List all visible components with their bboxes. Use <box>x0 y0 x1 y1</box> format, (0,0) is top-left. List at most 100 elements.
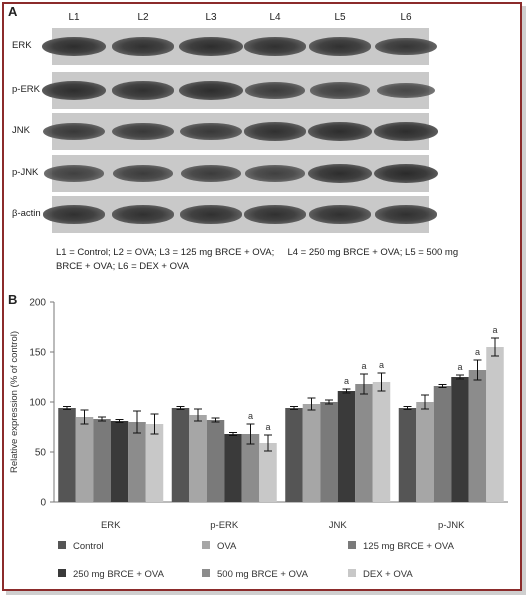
y-tick-label: 150 <box>29 348 46 359</box>
bar <box>451 377 469 502</box>
band <box>308 205 372 224</box>
category-label: ERK <box>101 520 121 531</box>
bar <box>372 382 391 502</box>
band <box>44 165 104 182</box>
bar <box>302 404 321 502</box>
category-label: p-ERK <box>210 520 239 531</box>
bar <box>58 408 76 502</box>
y-tick-label: 100 <box>29 398 46 409</box>
significance-label: a <box>248 411 253 421</box>
legend-label: OVA <box>217 541 237 552</box>
bar <box>206 420 225 502</box>
bar <box>171 408 190 502</box>
band <box>180 122 242 141</box>
bar <box>285 408 303 502</box>
significance-label: a <box>475 347 480 357</box>
significance-label: a <box>265 422 270 432</box>
bar <box>110 421 129 502</box>
significance-label: a <box>457 362 462 372</box>
frame-shadow-bottom <box>6 591 526 595</box>
lane-label-1: L1 <box>68 12 80 23</box>
category-label: p-JNK <box>438 520 465 531</box>
legend-swatch <box>202 541 210 549</box>
lane-label-6: L6 <box>400 12 412 23</box>
band <box>243 37 307 56</box>
band <box>244 82 306 99</box>
figure-frame <box>2 2 522 591</box>
significance-label: a <box>344 376 349 386</box>
band <box>243 122 307 141</box>
bar <box>433 386 452 502</box>
bar <box>355 384 373 502</box>
bar <box>145 424 164 502</box>
legend-label: 500 mg BRCE + OVA <box>217 569 309 580</box>
y-tick-label: 200 <box>29 298 46 309</box>
legend-label: 250 mg BRCE + OVA <box>73 569 165 580</box>
legend-swatch <box>58 569 66 577</box>
legend-label: DEX + OVA <box>363 569 413 580</box>
band <box>245 165 305 182</box>
significance-label: a <box>379 360 384 370</box>
band <box>243 205 307 224</box>
band <box>375 37 437 56</box>
legend-swatch <box>348 569 356 577</box>
band <box>42 81 106 100</box>
bar <box>241 434 260 502</box>
bar <box>93 419 111 502</box>
legend-label: Control <box>73 541 104 552</box>
panel-a-label: A <box>8 4 18 19</box>
band <box>43 122 105 141</box>
legend-swatch <box>58 541 66 549</box>
legend-swatch <box>202 569 210 577</box>
bar <box>398 408 417 502</box>
bar <box>468 370 487 502</box>
lane-label-2: L2 <box>137 12 149 23</box>
band <box>179 205 243 224</box>
lane-label-3: L3 <box>205 12 217 23</box>
legend-swatch <box>348 541 356 549</box>
legend-label: 125 mg BRCE + OVA <box>363 541 455 552</box>
y-tick-label: 0 <box>40 498 46 509</box>
band <box>374 122 438 141</box>
blot-label-1: p-ERK <box>12 83 40 95</box>
frame-shadow-right <box>522 6 526 593</box>
significance-label: a <box>492 325 497 335</box>
bar <box>486 347 504 502</box>
band <box>111 205 175 224</box>
band <box>112 165 174 182</box>
band <box>180 165 242 182</box>
band <box>42 205 106 224</box>
y-axis-label: Relative expression (% of control) <box>9 331 20 473</box>
blot-label-0: ERK <box>12 39 32 51</box>
band <box>179 37 243 56</box>
lane-legend-line2: BRCE + OVA; L6 = DEX + OVA <box>56 261 189 272</box>
lane-label-5: L5 <box>334 12 346 23</box>
bar <box>320 402 338 502</box>
bar <box>75 417 94 502</box>
band <box>376 82 436 99</box>
band <box>112 122 174 141</box>
band <box>308 164 372 183</box>
bar <box>128 422 146 502</box>
blot-label-2: JNK <box>12 124 30 136</box>
bar <box>189 415 207 502</box>
bar <box>259 443 277 502</box>
significance-label: a <box>361 361 366 371</box>
bar <box>224 434 242 502</box>
bar <box>416 402 434 502</box>
band <box>42 37 106 56</box>
band <box>374 205 438 224</box>
band <box>374 164 438 183</box>
lane-label-4: L4 <box>269 12 281 23</box>
lane-legend-line1: L1 = Control; L2 = OVA; L3 = 125 mg BRCE… <box>56 247 459 258</box>
band <box>308 37 372 56</box>
category-label: JNK <box>329 520 348 531</box>
blot-label-3: p-JNK <box>12 166 39 178</box>
band <box>111 81 175 100</box>
panel-b-label: B <box>8 292 18 307</box>
band <box>310 82 370 99</box>
lane-legend: L1 = Control; L2 = OVA; L3 = 125 mg BRCE… <box>56 246 476 274</box>
blot-label-4: β-actin <box>12 207 41 219</box>
band <box>111 37 175 56</box>
